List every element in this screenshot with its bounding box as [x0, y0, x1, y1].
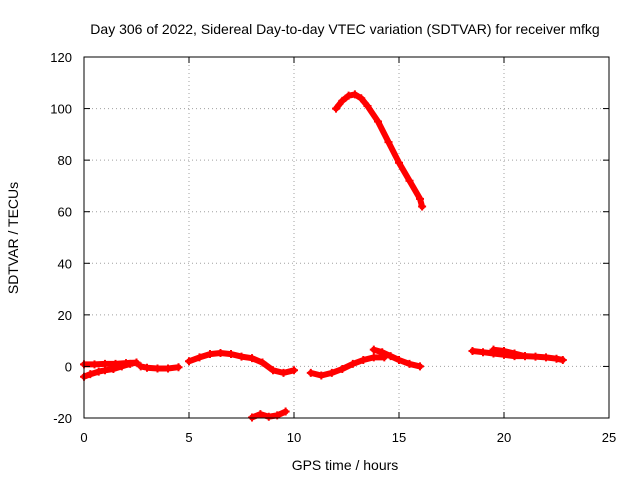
x-tick-label: 25 — [602, 430, 616, 445]
data-point-arc-7 — [363, 101, 372, 110]
data-point-arc-4 — [279, 368, 288, 377]
data-point-arc-4 — [258, 358, 267, 367]
data-point-arc-4 — [227, 350, 235, 359]
x-tick-label: 5 — [185, 430, 192, 445]
data-point-arc-2 — [132, 358, 141, 367]
data-point-arc-5 — [248, 413, 256, 422]
ticks: 0 5 10 15 20 25 -20 0 20 40 60 80 100 120 — [50, 50, 616, 445]
y-tick-label: -20 — [53, 411, 72, 426]
plot-frame — [83, 56, 610, 419]
data-point-arc-4 — [185, 357, 193, 366]
data-point-arc-9 — [531, 352, 540, 361]
data-point-arc-9 — [558, 355, 567, 364]
data-point-arc-7 — [374, 117, 382, 126]
data-point-arc-6 — [359, 355, 368, 364]
data-point-arc-9 — [552, 354, 561, 363]
y-tick-label: 120 — [50, 50, 72, 65]
data-point-arc-10 — [489, 345, 498, 354]
data-point-arc-6 — [306, 368, 315, 377]
data-point-arc-6 — [348, 359, 357, 368]
data-point-arc-4 — [216, 349, 225, 358]
data-point-arc-8 — [416, 362, 424, 371]
x-axis-label: GPS time / hours — [292, 457, 399, 473]
data-point-arc-4 — [269, 366, 277, 375]
data-point-arc-8 — [386, 352, 395, 361]
x-tick-label: 15 — [392, 430, 406, 445]
data-point-arc-3 — [136, 362, 145, 371]
y-tick-label: 40 — [58, 256, 72, 271]
data-point-arc-4 — [195, 353, 204, 362]
data-point-arc-1 — [86, 370, 95, 379]
data-point-arc-2 — [101, 359, 109, 368]
y-tick-label: 60 — [58, 205, 72, 220]
y-tick-label: 20 — [58, 308, 72, 323]
data-point-arc-8 — [369, 345, 378, 354]
data-point-arc-10 — [510, 349, 519, 358]
data-point-arc-9 — [479, 348, 487, 357]
x-tick-label: 0 — [80, 430, 87, 445]
data-point-arc-2 — [90, 360, 99, 369]
data-point-arc-7 — [332, 104, 340, 113]
data-point-arc-5 — [264, 412, 273, 421]
data-point-arc-7 — [405, 176, 414, 185]
data-point-arc-7 — [344, 91, 353, 100]
data-point-arc-7 — [350, 90, 359, 99]
data-point-arc-7 — [418, 202, 427, 211]
series-arc-10-trace — [490, 346, 528, 360]
data-point-arc-8 — [405, 359, 414, 368]
data-point-arc-7 — [357, 94, 366, 103]
data-point-arc-4 — [237, 352, 246, 361]
chart-title: Day 306 of 2022, Sidereal Day-to-day VTE… — [90, 21, 599, 37]
y-tick-label: 80 — [58, 153, 72, 168]
data-point-arc-4 — [206, 350, 214, 359]
data-point-arc-10 — [500, 346, 508, 355]
data-point-arc-6 — [327, 368, 336, 377]
data-point-arc-5 — [256, 410, 265, 419]
data-point-arc-3 — [174, 363, 183, 372]
data-point-arc-7 — [395, 158, 403, 167]
data-point-arc-3 — [164, 364, 172, 373]
data-point-arc-6 — [338, 365, 347, 374]
series-layer — [80, 90, 567, 422]
data-point-arc-9 — [468, 346, 477, 355]
series-arc-7-trace — [333, 91, 426, 210]
data-point-arc-3 — [153, 364, 162, 373]
data-point-arc-1 — [94, 367, 103, 376]
y-axis-label: SDTVAR / TECUs — [5, 182, 21, 294]
y-tick-label: 100 — [50, 102, 72, 117]
data-point-arc-6 — [369, 353, 378, 362]
data-point-arc-2 — [111, 359, 120, 368]
data-point-arc-7 — [338, 96, 347, 105]
y-tick-label: 0 — [65, 359, 72, 374]
data-point-arc-7 — [416, 194, 424, 203]
data-point-arc-10 — [521, 352, 529, 361]
data-point-arc-9 — [542, 353, 550, 362]
data-point-arc-7 — [384, 138, 393, 147]
x-tick-label: 20 — [497, 430, 511, 445]
x-tick-label: 10 — [287, 430, 301, 445]
data-point-arc-8 — [378, 348, 387, 357]
data-point-arc-4 — [290, 366, 298, 375]
data-point-arc-2 — [122, 359, 130, 368]
data-point-arc-8 — [395, 355, 403, 364]
data-point-arc-6 — [317, 371, 326, 380]
data-point-arc-4 — [248, 354, 256, 363]
data-point-arc-5 — [281, 407, 290, 416]
data-point-arc-3 — [143, 363, 151, 372]
